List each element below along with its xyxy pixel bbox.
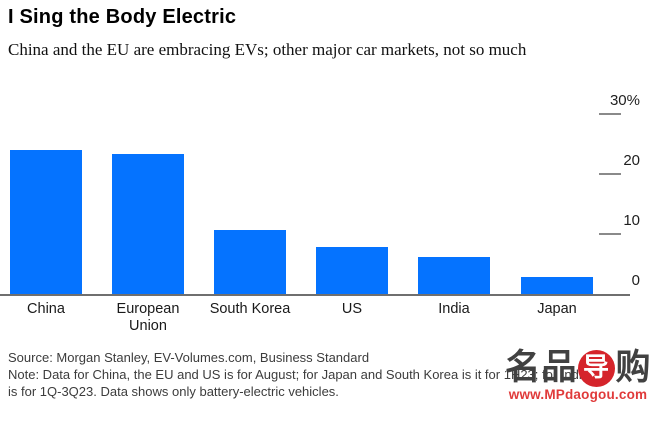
x-label-european-union: European Union — [116, 301, 180, 334]
y-tick-mark-30 — [599, 113, 621, 115]
bar-japan — [521, 277, 593, 294]
chart-title: I Sing the Body Electric — [8, 6, 237, 28]
watermark-logo-char: 购 — [615, 348, 651, 388]
bar-india — [418, 257, 490, 294]
bar-us — [316, 247, 388, 294]
x-label-china: China — [27, 301, 65, 317]
x-label-japan: Japan — [537, 301, 577, 317]
bar-south-korea — [214, 230, 286, 294]
y-tick-label-0: 0 — [631, 272, 640, 289]
bar-european-union — [112, 154, 184, 294]
y-tick-label-30: 30% — [609, 92, 640, 109]
x-label-south-korea: South Korea — [209, 301, 291, 317]
source-note-block: Source: Morgan Stanley, EV-Volumes.com, … — [8, 349, 599, 400]
x-label-india: India — [438, 301, 470, 317]
source-text: Source: Morgan Stanley, EV-Volumes.com, … — [8, 350, 370, 365]
bar-chart: 0 10 20 30% China European Union South Korea US… — [0, 92, 640, 334]
x-label-us: US — [341, 301, 363, 317]
y-tick-label-10: 10 — [623, 212, 640, 229]
y-tick-mark-10 — [599, 233, 621, 235]
chart-subtitle: China and the EU are embracing EVs; othe… — [8, 40, 527, 59]
bar-china — [10, 150, 82, 294]
y-tick-label-20: 20 — [623, 152, 640, 169]
x-axis-line — [0, 294, 630, 296]
note-text-line2: is for 1Q-3Q23. Data shows only battery-… — [8, 384, 339, 399]
note-text-line1: Note: Data for China, the EU and US is f… — [8, 367, 600, 382]
y-tick-mark-20 — [599, 173, 621, 175]
